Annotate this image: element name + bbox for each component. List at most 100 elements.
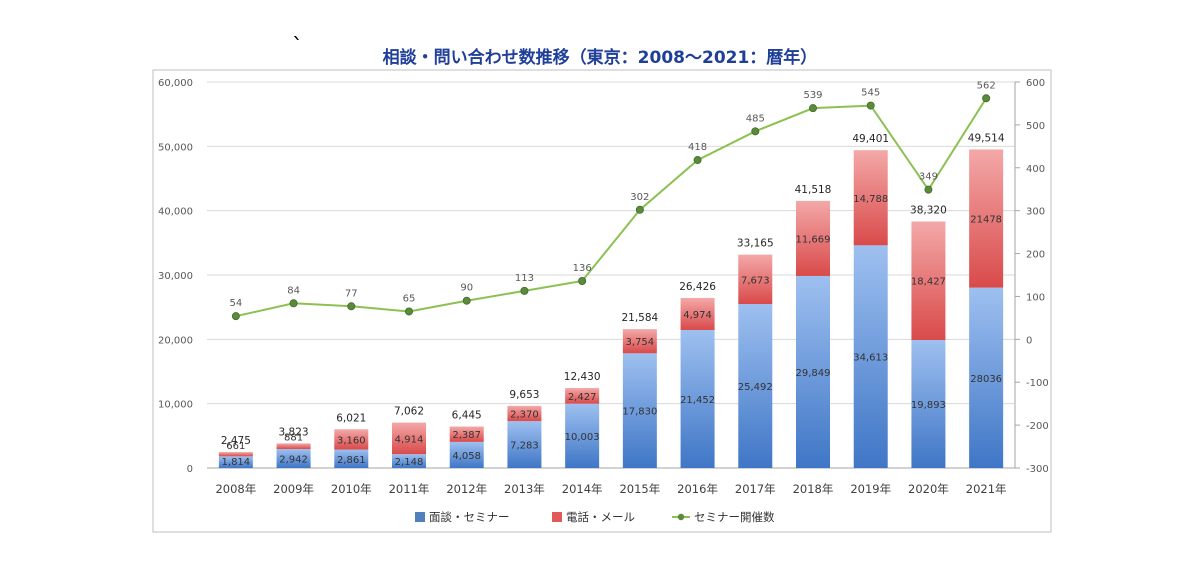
seminar-point	[635, 205, 644, 214]
seminar-point	[982, 94, 991, 103]
bar-phone-mail	[911, 221, 946, 341]
bar-total-label: 33,165	[737, 238, 774, 250]
bar-label-face-to-face: 25,492	[738, 382, 773, 393]
bar-total-label: 26,426	[679, 281, 716, 293]
bar-face-to-face	[796, 275, 830, 468]
left-tick-label: 0	[187, 464, 193, 475]
bar-face-to-face	[276, 449, 311, 468]
bar-label-face-to-face: 34,613	[853, 353, 888, 364]
seminar-point	[289, 299, 298, 308]
bar-face-to-face	[507, 421, 542, 468]
bar-total-label: 6,445	[452, 410, 482, 422]
seminar-point	[866, 101, 875, 110]
left-tick-label: 30,000	[158, 271, 193, 282]
seminar-point-label: 54	[229, 298, 242, 309]
seminar-point	[520, 286, 529, 295]
bar-label-phone-mail: 2,370	[510, 410, 539, 421]
legend-label-seminar: セミナー開催数	[694, 510, 775, 524]
bar-total-label: 41,518	[795, 184, 832, 196]
left-tick-label: 50,000	[158, 142, 193, 153]
seminar-point-label: 113	[515, 273, 534, 284]
bar-phone-mail	[565, 388, 600, 404]
bar-face-to-face	[680, 329, 715, 468]
bar-label-phone-mail: 21478	[970, 215, 1002, 226]
legend: 面談・セミナー 電話・メール セミナー開催数	[415, 510, 775, 524]
legend-swatch-seminar-marker	[677, 513, 685, 521]
bar-label-face-to-face: 29,849	[796, 368, 831, 379]
x-tick-label: 2021年	[966, 482, 1007, 496]
x-tick-label: 2011年	[389, 482, 430, 496]
bar-label-face-to-face: 2,148	[395, 457, 424, 468]
seminar-point-label: 84	[287, 285, 300, 296]
chart-title: 相談・問い合わせ数推移（東京：2008〜2021：暦年）	[383, 47, 818, 68]
bar-total-label: 21,584	[621, 312, 658, 324]
left-tick-label: 40,000	[158, 207, 193, 218]
bar-phone-mail	[738, 254, 773, 305]
seminar-point-label: 349	[919, 172, 938, 183]
right-tick-label: 400	[1026, 164, 1045, 175]
bar-label-phone-mail: 11,669	[796, 234, 831, 245]
bar-total-label: 12,430	[564, 371, 601, 383]
bar-face-to-face	[969, 287, 1004, 468]
bar-label-phone-mail: 7,673	[741, 275, 770, 286]
x-tick-label: 2019年	[850, 482, 891, 496]
bar-phone-mail	[796, 200, 830, 276]
bar-face-to-face	[334, 449, 369, 468]
bar-phone-mail	[276, 443, 311, 450]
x-tick-label: 2008年	[215, 482, 256, 496]
bar-phone-mail	[392, 422, 426, 455]
bar-label-phone-mail: 4,914	[395, 434, 424, 445]
bar-phone-mail	[969, 149, 1004, 288]
seminar-point-label: 77	[345, 288, 358, 299]
bar-label-face-to-face: 17,830	[622, 407, 657, 418]
bar-phone-mail	[218, 452, 253, 457]
seminar-point	[347, 302, 356, 311]
right-axis: -300 -200 -100 0 100 200 300 400 500 600	[1015, 78, 1049, 475]
seminar-point	[924, 185, 933, 194]
bar-label-phone-mail: 2,427	[568, 392, 597, 403]
bar-label-phone-mail: 881	[284, 432, 303, 443]
x-tick-label: 2014年	[562, 482, 603, 496]
seminar-point	[462, 296, 471, 305]
x-tick-label: 2020年	[908, 482, 949, 496]
left-tick-label: 10,000	[158, 400, 193, 411]
bar-face-to-face	[853, 245, 888, 468]
bar-label-phone-mail: 14,788	[853, 194, 888, 205]
legend-swatch-face-to-face	[415, 512, 425, 522]
bar-phone-mail	[680, 297, 715, 330]
x-tick-label: 2015年	[619, 482, 660, 496]
bar-label-face-to-face: 10,003	[565, 432, 600, 443]
bar-face-to-face	[622, 353, 657, 468]
seminar-point-label: 136	[573, 263, 592, 274]
x-tick-label: 2017年	[735, 482, 776, 496]
bar-total-label: 49,401	[852, 133, 889, 145]
bar-label-phone-mail: 2,387	[452, 430, 481, 441]
bar-face-to-face	[911, 340, 946, 468]
seminar-line: 54 84 77 65 90 113 136 302 418 485 539 545 349 562	[229, 80, 996, 321]
bar-label-phone-mail: 3,160	[337, 435, 366, 446]
bar-phone-mail	[449, 426, 484, 442]
seminar-point-label: 539	[803, 90, 822, 101]
bar-label-face-to-face: 21,452	[680, 395, 715, 406]
seminar-point-label: 418	[688, 142, 707, 153]
seminar-point	[809, 104, 818, 113]
bar-face-to-face	[738, 304, 773, 468]
seminar-point-label: 302	[630, 192, 649, 203]
seminar-line-path	[235, 97, 987, 318]
bar-total-label: 3,823	[279, 426, 309, 438]
bar-total-label: 7,062	[394, 406, 424, 418]
bar-total-label: 38,320	[910, 204, 947, 216]
seminar-point	[404, 307, 413, 316]
right-tick-label: -100	[1026, 378, 1049, 389]
bar-total-label: 9,653	[509, 389, 539, 401]
legend-swatch-phone-mail	[552, 512, 562, 522]
bar-phone-mail	[507, 405, 542, 422]
right-tick-label: 200	[1026, 250, 1045, 261]
bar-phone-mail	[622, 329, 657, 354]
x-tick-label: 2018年	[793, 482, 834, 496]
bar-total-label: 49,514	[968, 132, 1005, 144]
seminar-point	[751, 127, 760, 136]
chart-frame	[152, 69, 1052, 533]
bar-label-phone-mail: 18,427	[911, 277, 946, 288]
